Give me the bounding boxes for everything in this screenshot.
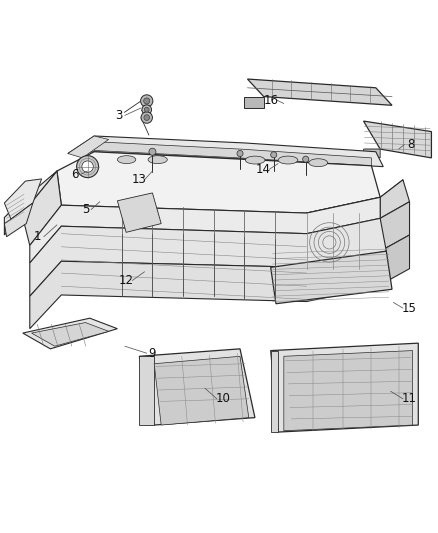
Polygon shape [30, 251, 386, 329]
Polygon shape [30, 219, 386, 296]
Polygon shape [139, 349, 255, 425]
Polygon shape [68, 136, 383, 167]
Text: 14: 14 [255, 163, 270, 176]
Circle shape [141, 95, 153, 107]
Circle shape [142, 105, 152, 115]
Polygon shape [4, 179, 42, 219]
Circle shape [303, 156, 309, 162]
Polygon shape [30, 197, 380, 263]
Polygon shape [380, 180, 410, 219]
Circle shape [271, 152, 277, 158]
Polygon shape [154, 356, 249, 425]
Polygon shape [247, 79, 392, 106]
Polygon shape [117, 193, 161, 232]
Text: 11: 11 [402, 392, 417, 405]
Circle shape [149, 148, 156, 155]
Polygon shape [57, 152, 380, 213]
Text: 8: 8 [407, 138, 414, 151]
Polygon shape [68, 136, 109, 158]
Polygon shape [364, 121, 431, 158]
Polygon shape [307, 180, 403, 250]
Circle shape [82, 161, 93, 172]
Polygon shape [139, 356, 154, 425]
Polygon shape [271, 343, 418, 432]
Polygon shape [32, 322, 109, 346]
Polygon shape [4, 203, 33, 237]
Text: 13: 13 [132, 173, 147, 186]
Polygon shape [94, 142, 371, 166]
Ellipse shape [278, 156, 298, 164]
Polygon shape [4, 171, 57, 235]
Text: 1: 1 [33, 230, 41, 243]
Ellipse shape [117, 156, 136, 164]
Circle shape [77, 156, 99, 177]
Text: 16: 16 [263, 94, 278, 107]
Circle shape [144, 98, 150, 104]
Circle shape [237, 150, 243, 157]
Text: 10: 10 [216, 392, 231, 405]
Ellipse shape [148, 156, 167, 164]
Circle shape [145, 107, 149, 112]
Text: 6: 6 [71, 168, 78, 181]
Polygon shape [271, 351, 278, 432]
Text: 9: 9 [148, 347, 156, 360]
Text: 3: 3 [116, 109, 123, 122]
Polygon shape [244, 96, 264, 108]
Polygon shape [23, 318, 117, 349]
Polygon shape [364, 149, 380, 158]
Ellipse shape [245, 156, 265, 164]
Polygon shape [284, 351, 413, 431]
Polygon shape [271, 251, 392, 304]
Text: 5: 5 [82, 203, 89, 216]
Polygon shape [380, 235, 410, 285]
Circle shape [141, 112, 152, 123]
Ellipse shape [309, 159, 328, 167]
Text: 15: 15 [402, 302, 417, 314]
Polygon shape [380, 201, 410, 251]
Polygon shape [22, 171, 61, 246]
Text: 12: 12 [119, 274, 134, 287]
Circle shape [144, 115, 150, 120]
